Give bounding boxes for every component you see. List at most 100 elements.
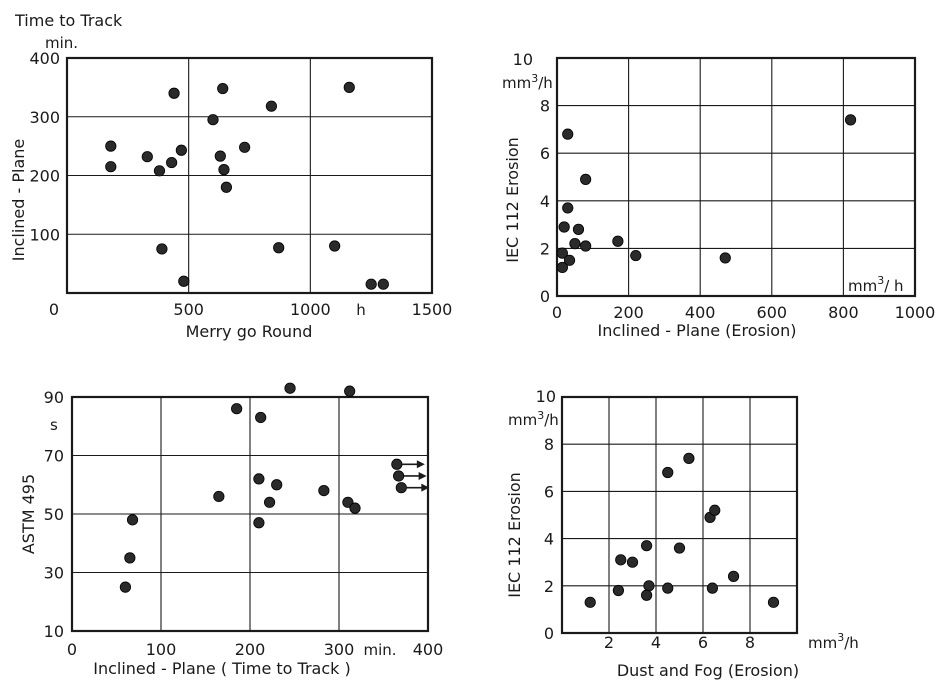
- y-unit-label: s: [50, 416, 58, 434]
- y-tick-label: 8: [544, 435, 554, 454]
- x-unit-label: h: [356, 301, 366, 319]
- y-tick-label: 2: [544, 577, 554, 596]
- data-point: [284, 382, 296, 394]
- data-point: [395, 482, 407, 494]
- data-point: [178, 275, 190, 287]
- y-unit-label: min.: [45, 34, 78, 52]
- data-point: [556, 261, 568, 274]
- data-point: [255, 411, 267, 424]
- data-point: [673, 542, 686, 554]
- data-point: [217, 82, 229, 95]
- panel-inclined-plane-erosion-vs-iec112: 10 mm3/h IEC 112 Erosion 0 2 4 6 8 0 200 400 60…: [502, 50, 935, 340]
- panel-merry-go-round-vs-time-to-track: Time to Track min. Inclined - Plane 100 2…: [9, 11, 452, 341]
- data-points: [119, 382, 430, 593]
- x-tick-labels: 0 200 400 600 800 1000: [552, 303, 935, 322]
- data-point: [640, 540, 653, 552]
- data-point: [615, 554, 627, 566]
- panel-dust-and-fog-vs-iec112: 10 mm3/h IEC 112 Erosion 0 2 4 6 8 2 4 6 8 mm3/…: [505, 387, 859, 680]
- data-point: [318, 484, 330, 497]
- y-tick-label: 0: [540, 287, 550, 306]
- x-tick-label: 1000: [895, 303, 936, 322]
- data-point: [569, 238, 581, 250]
- x-tick-label: 500: [173, 300, 204, 319]
- gridlines: [67, 58, 432, 293]
- data-point: [767, 596, 780, 608]
- data-point: [344, 385, 356, 397]
- data-point: [220, 181, 232, 193]
- y-tick-label: 200: [29, 167, 60, 186]
- x-tick-label: 400: [413, 640, 444, 659]
- data-point: [253, 473, 265, 485]
- data-points: [556, 114, 857, 274]
- gridlines: [72, 397, 428, 631]
- x-tick-label: 8: [745, 633, 755, 652]
- data-point: [709, 504, 721, 516]
- x-axis-label: Dust and Fog (Erosion): [617, 661, 799, 680]
- data-point: [706, 582, 719, 594]
- y-tick-labels: 10 30 50 70 90: [44, 388, 64, 641]
- y-axis-label: IEC 112 Erosion: [505, 472, 524, 598]
- data-point: [626, 556, 639, 568]
- data-point: [124, 552, 136, 564]
- data-point: [168, 87, 180, 99]
- data-point: [572, 223, 585, 235]
- data-point: [156, 243, 168, 255]
- data-point: [166, 156, 178, 169]
- data-point: [153, 165, 166, 177]
- gridlines: [562, 397, 797, 633]
- data-point: [349, 502, 361, 514]
- origin-label: 0: [49, 300, 59, 319]
- y-axis-label: Inclined - Plane: [9, 139, 28, 262]
- x-tick-label: 4: [651, 633, 661, 652]
- data-point: [365, 278, 377, 290]
- x-tick-label: 200: [613, 303, 644, 322]
- y-tick-labels: 0 2 4 6 8: [540, 97, 550, 306]
- x-tick-label: 2: [604, 633, 614, 652]
- data-point: [662, 582, 674, 594]
- data-point: [393, 470, 405, 482]
- data-point: [640, 589, 653, 601]
- data-point: [105, 161, 117, 173]
- x-tick-labels: 500 1000 1500: [173, 300, 452, 319]
- data-points: [584, 452, 780, 608]
- y-tick-label: 70: [44, 447, 64, 466]
- x-tick-label: 600: [757, 303, 788, 322]
- data-point: [253, 517, 265, 529]
- plot-frame: [70, 395, 430, 633]
- data-point: [584, 596, 596, 608]
- data-point: [580, 173, 592, 185]
- data-point: [175, 144, 187, 156]
- data-point: [214, 150, 226, 162]
- data-point: [239, 141, 251, 153]
- gridlines: [557, 58, 915, 296]
- data-point: [727, 570, 740, 582]
- y-tick-label: 10: [536, 387, 556, 406]
- plot-frame: [65, 56, 434, 295]
- data-point: [558, 221, 570, 233]
- data-points: [105, 81, 389, 290]
- arrowhead: [418, 471, 427, 480]
- x-tick-label: 0: [67, 640, 77, 659]
- arrowhead: [421, 483, 430, 492]
- plot-frame: [555, 56, 917, 298]
- data-point: [563, 254, 576, 266]
- data-point: [141, 151, 153, 163]
- y-tick-labels: 100 200 300 400: [29, 49, 60, 244]
- data-point: [391, 458, 403, 470]
- x-tick-label: 1500: [412, 300, 453, 319]
- data-point: [662, 466, 674, 479]
- data-point: [231, 403, 243, 415]
- x-tick-label: 400: [685, 303, 716, 322]
- data-point: [683, 452, 695, 464]
- y-tick-label: 10: [513, 50, 533, 69]
- data-point: [271, 479, 283, 491]
- y-tick-label: 400: [29, 49, 60, 68]
- y-axis-label: IEC 112 Erosion: [503, 137, 522, 263]
- data-point: [273, 242, 285, 254]
- data-point: [329, 240, 341, 252]
- y-tick-label: 4: [540, 192, 550, 211]
- x-tick-label: 0: [552, 303, 562, 322]
- x-tick-label: 200: [235, 640, 266, 659]
- y-tick-label: 100: [29, 225, 60, 244]
